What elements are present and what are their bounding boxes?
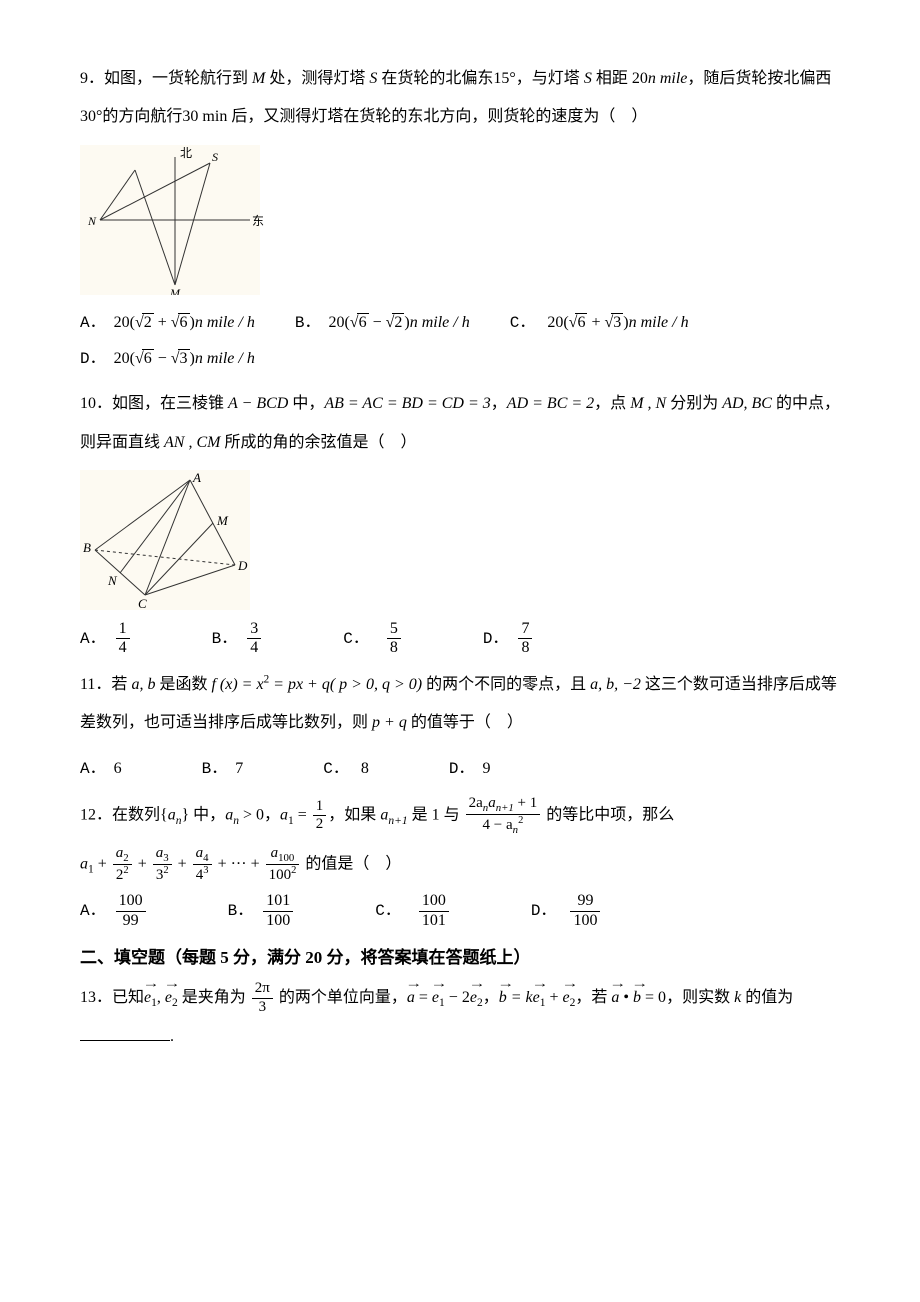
q12-optC: C． 100101 — [375, 892, 451, 930]
q10-options: A．14 B．34 C． 58 D．78 — [80, 620, 840, 658]
question-12: 12．在数列{an} 中，an > 0，a1 = 12，如果 an+1 是 1 … — [80, 795, 840, 837]
svg-text:S: S — [212, 150, 218, 164]
svg-text:N: N — [87, 214, 97, 228]
q13-num: 13． — [80, 989, 112, 1006]
question-13: 13．已知e1, e2 是夹角为 2π3 的两个单位向量，a = e1 − 2e… — [80, 979, 840, 1056]
q10-figure: A B C D M N — [80, 470, 840, 610]
q9-optD: D．20(6 − 3)n mile / h — [80, 341, 255, 377]
svg-text:D: D — [237, 558, 248, 573]
q11-optA: A．6 — [80, 751, 122, 787]
q12-num: 12． — [80, 806, 112, 823]
svg-text:北: 北 — [180, 146, 192, 160]
svg-text:C: C — [138, 596, 147, 610]
q12-optB: B．101100 — [228, 892, 296, 930]
q9-optA: A．20(2 + 6)n mile / h — [80, 305, 255, 341]
svg-text:A: A — [192, 470, 201, 485]
q9-text: 如图，一货轮航行到 — [104, 70, 252, 87]
q12-options: A．10099 B．101100 C． 100101 D． 99100 — [80, 892, 840, 930]
q9-optC: C． 20(6 + 3)n mile / h — [510, 305, 689, 341]
q12-optD: D． 99100 — [531, 892, 603, 930]
q10-optA: A．14 — [80, 620, 132, 658]
q10-optB: B．34 — [212, 620, 264, 658]
svg-text:M: M — [216, 513, 229, 528]
section-2-title: 二、填空题（每题 5 分，满分 20 分，将答案填在答题纸上） — [80, 938, 840, 979]
q9-svg: 北 东 N M S — [80, 145, 270, 295]
q12-sum: a1 + a222 + a332 + a443 + ··· + a1001002… — [80, 845, 840, 885]
q10-svg: A B C D M N — [80, 470, 250, 610]
q11-num: 11． — [80, 676, 111, 693]
question-10: 10．如图，在三棱锥 A − BCD 中，AB = AC = BD = CD =… — [80, 385, 840, 462]
svg-text:B: B — [83, 540, 91, 555]
q9-S2: S — [584, 70, 592, 87]
q11-optC: C． 8 — [323, 751, 369, 787]
q9-M: M — [252, 70, 265, 87]
q11-optD: D．9 — [449, 751, 491, 787]
q12-bigfrac: 2anan+1 + 14 − an2 — [466, 795, 541, 837]
q10-num: 10． — [80, 395, 112, 412]
q10-optD: D．78 — [483, 620, 535, 658]
svg-text:N: N — [107, 573, 118, 588]
q12-optA: A．10099 — [80, 892, 148, 930]
q9-num: 9． — [80, 70, 104, 87]
q9-options: A．20(2 + 6)n mile / h B．20(6 − 2)n mile … — [80, 305, 840, 377]
svg-text:M: M — [169, 286, 181, 295]
q11-options: A．6 B．7 C． 8 D．9 — [80, 751, 840, 787]
svg-text:东: 东 — [252, 214, 264, 228]
q10-optC: C． 58 — [343, 620, 403, 658]
q9-optB: B．20(6 − 2)n mile / h — [295, 305, 470, 341]
q13-blank[interactable] — [80, 1024, 170, 1041]
question-9: 9．如图，一货轮航行到 M 处，测得灯塔 S 在货轮的北偏东15°，与灯塔 S … — [80, 60, 840, 137]
q9-figure: 北 东 N M S — [80, 145, 840, 295]
q11-optB: B．7 — [202, 751, 244, 787]
question-11: 11．若 a, b 是函数 f (x) = x2 = px + q( p > 0… — [80, 666, 840, 743]
